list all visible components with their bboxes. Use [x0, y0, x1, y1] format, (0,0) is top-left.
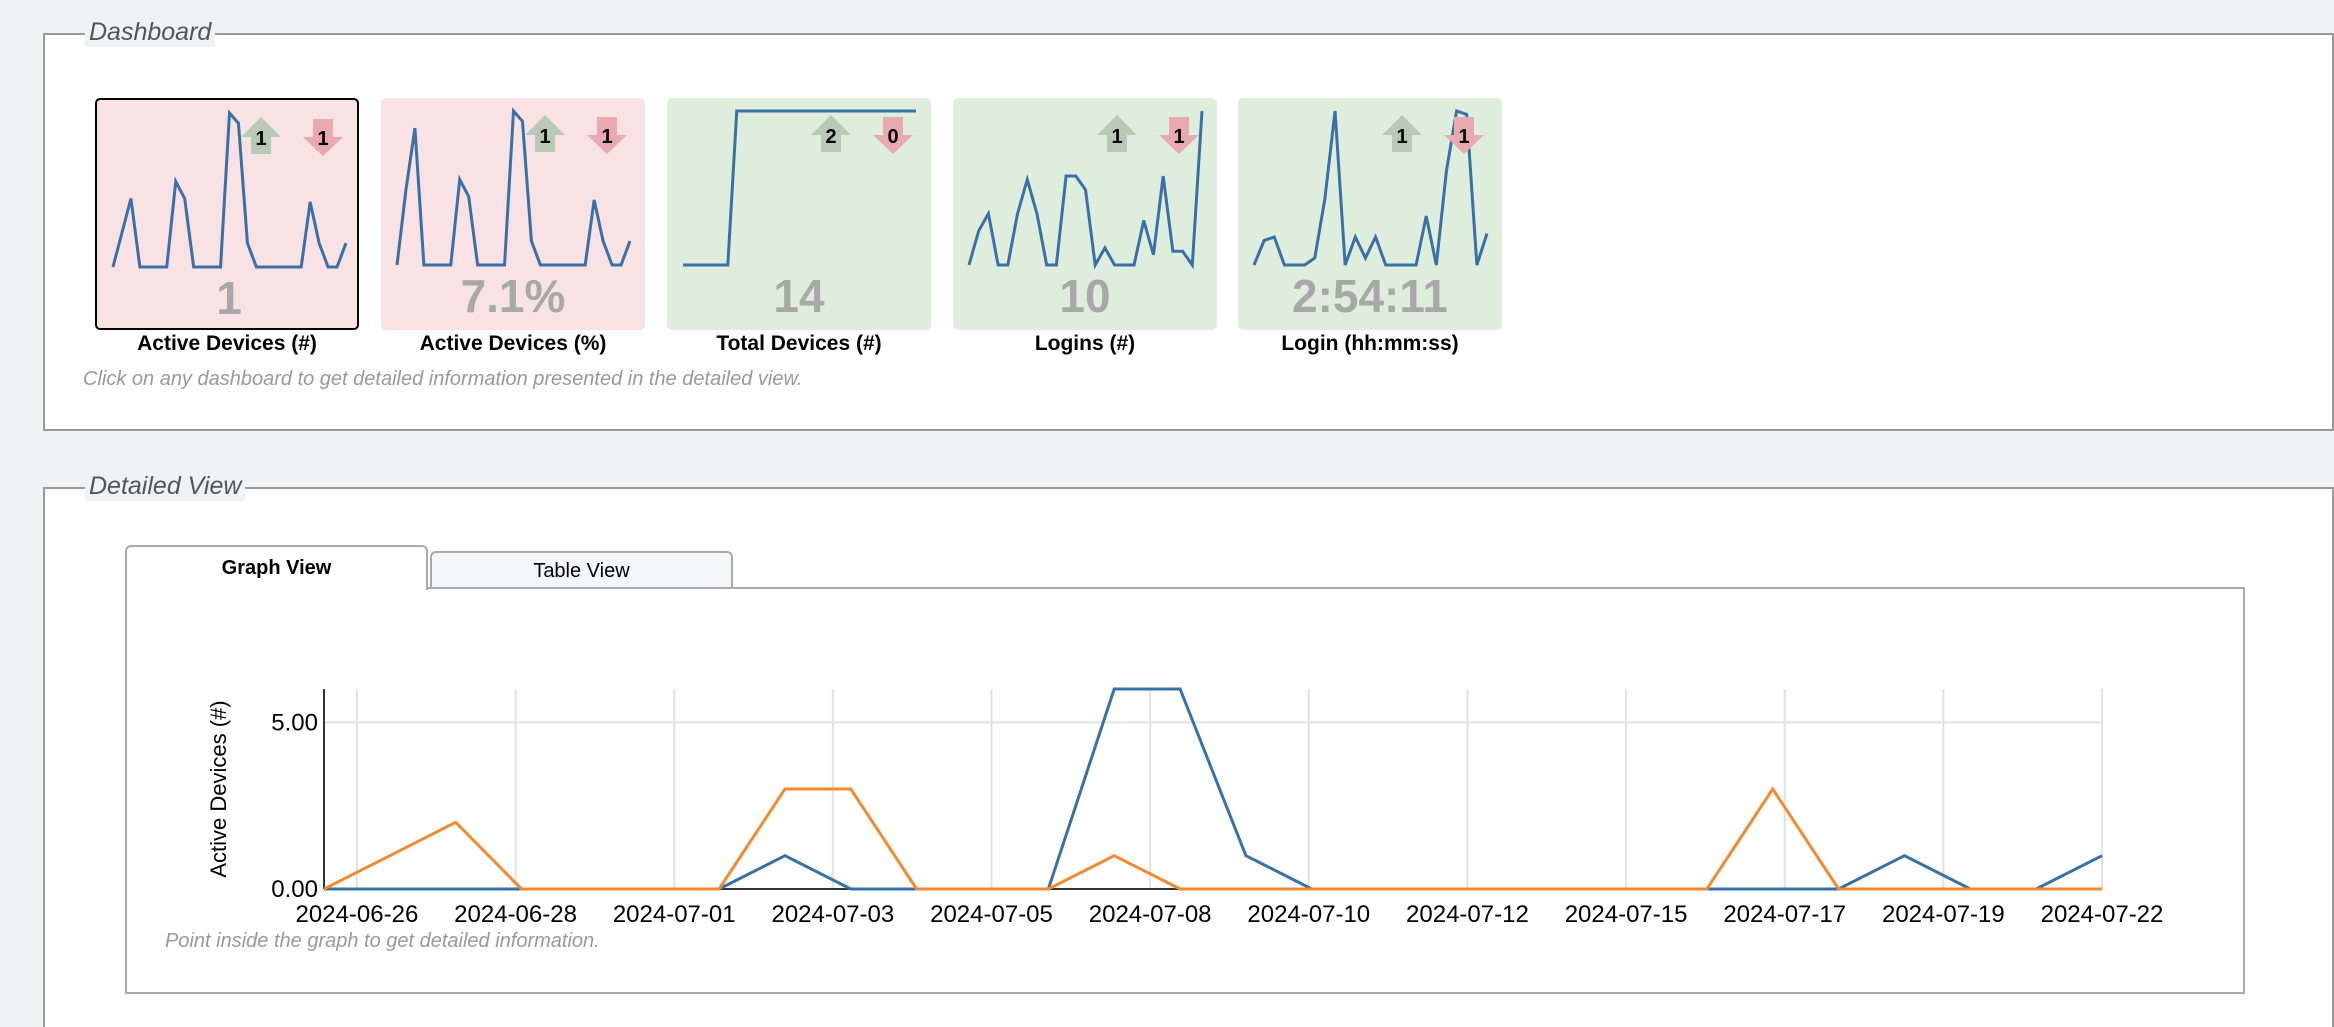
dashboard-card[interactable]: 1 1 2:54:11 [1238, 98, 1502, 330]
dashboard-card[interactable]: 2 0 14 [667, 98, 931, 330]
down-count: 1 [1173, 126, 1184, 148]
x-tick-label: 2024-07-12 [1406, 901, 1529, 928]
x-tick-label: 2024-07-05 [930, 901, 1053, 928]
card-label: Active Devices (%) [419, 332, 607, 355]
x-tick-label: 2024-06-26 [296, 901, 419, 928]
down-arrow [873, 117, 913, 154]
y-axis-label: Active Devices (#) [206, 700, 231, 877]
card-value: 10 [1059, 270, 1110, 322]
card-label: Total Devices (#) [716, 332, 882, 355]
up-count: 2 [825, 126, 836, 148]
hint: Point inside the graph to get detailed i… [165, 930, 600, 952]
chart: 2024-06-26 2024-06-28 2024-07-01 2024-07-03… [206, 687, 2164, 928]
x-tick-label: 2024-07-19 [1882, 901, 2005, 928]
x-tick-label: 2024-07-08 [1089, 901, 1212, 928]
dashboard-card[interactable]: 1 1 10 [953, 98, 1217, 330]
tab-panel [125, 587, 2245, 994]
series-line [323, 786, 2102, 891]
series-line [324, 687, 2103, 891]
down-count: 0 [887, 126, 898, 148]
y-tick-label: 5.00 [271, 709, 318, 736]
y-tick-label: 0.00 [271, 876, 318, 903]
x-tick-label: 2024-07-17 [1723, 901, 1846, 928]
down-arrow [587, 117, 627, 154]
sparkline-chart: 1 1 10 [967, 110, 1204, 322]
up-count: 1 [539, 126, 550, 148]
card-value: 7.1% [461, 270, 566, 322]
tab[interactable]: Table View [430, 551, 733, 588]
card-value: 1 [216, 272, 242, 324]
down-count: 1 [601, 126, 612, 148]
sparkline [683, 109, 916, 267]
down-arrow [303, 119, 343, 156]
up-arrow [1382, 115, 1422, 152]
sparkline-chart: 1 1 2:54:11 [1252, 109, 1489, 322]
x-tick-label: 2024-07-15 [1565, 901, 1688, 928]
card-label: Login (hh:mm:ss) [1281, 332, 1459, 355]
up-arrow [811, 115, 851, 152]
sparkline [111, 109, 348, 269]
sparkline [967, 110, 1204, 270]
x-tick-label: 2024-07-03 [771, 901, 894, 928]
sparkline [1252, 109, 1489, 267]
sparkline-chart: 1 1 7.1% [395, 107, 632, 322]
tab-active[interactable]: Graph View [125, 545, 428, 590]
x-tick-label: 2024-06-28 [454, 901, 577, 928]
up-count: 1 [1396, 126, 1407, 148]
down-arrow [1159, 117, 1199, 154]
card-label: Logins (#) [1034, 332, 1136, 355]
dashboard-card[interactable]: 1 1 1 [95, 98, 359, 330]
legend: Detailed View [85, 472, 246, 501]
up-arrow [1097, 115, 1137, 152]
card-value: 14 [773, 270, 825, 322]
x-tick-label: 2024-07-01 [613, 901, 736, 928]
up-arrow [241, 117, 281, 154]
dashboard-card[interactable]: 1 1 7.1% [381, 98, 645, 330]
sparkline [395, 107, 632, 267]
up-count: 1 [1111, 126, 1122, 148]
sparkline-chart: 2 014 [683, 109, 916, 322]
card-value: 2:54:11 [1292, 270, 1448, 322]
hint: Click on any dashboard to get detailed i… [83, 368, 803, 390]
down-arrow [1444, 117, 1484, 154]
down-count: 1 [1458, 126, 1469, 148]
x-tick-label: 2024-07-10 [1247, 901, 1370, 928]
down-count: 1 [317, 128, 328, 150]
sparkline-chart: 1 1 1 [111, 109, 348, 324]
card-label: Active Devices (#) [137, 332, 317, 355]
legend: Dashboard [85, 18, 216, 47]
up-arrow [525, 115, 565, 152]
up-count: 1 [255, 128, 266, 150]
x-tick-label: 2024-07-22 [2041, 901, 2164, 928]
